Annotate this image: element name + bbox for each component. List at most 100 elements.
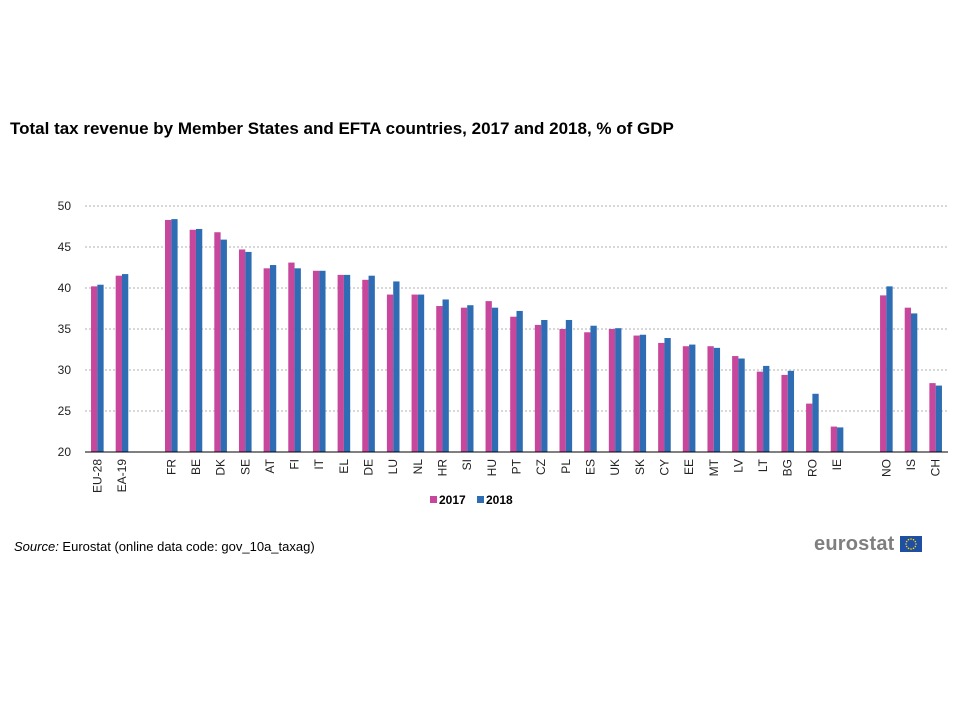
bar-2017-it	[312, 270, 320, 452]
bar-2017-be	[189, 229, 196, 452]
legend: 2017 2018	[430, 493, 513, 507]
x-tick-label: IT	[312, 458, 326, 469]
bar-2017-ch	[929, 383, 936, 452]
bar-2017-at	[263, 268, 270, 452]
flag-star	[907, 538, 909, 541]
x-tick-label: HR	[436, 459, 450, 477]
flag-star	[909, 548, 912, 550]
bars	[91, 219, 942, 452]
x-tick-label: SE	[238, 459, 252, 475]
bar-2018-lt	[763, 365, 770, 452]
x-tick-label: EU-28	[90, 459, 104, 493]
flag-star	[914, 540, 916, 543]
x-tick-label: SK	[633, 459, 647, 475]
x-tick-label: BG	[781, 459, 795, 476]
eurostat-logo: eurostat	[814, 533, 922, 555]
x-tick-label: AT	[263, 458, 277, 473]
bar-2018-pl	[565, 319, 573, 452]
bar-2018-at	[269, 265, 277, 452]
x-tick-label: LT	[756, 458, 770, 472]
bar-2018-uk	[615, 328, 622, 452]
bar-2018-it	[319, 270, 326, 452]
bar-2018-hr	[442, 299, 449, 452]
y-tick-label: 45	[58, 240, 72, 254]
flag-star	[905, 545, 907, 548]
legend-swatch-2018	[477, 496, 484, 503]
bar-2018-is	[911, 313, 918, 452]
y-tick-label: 40	[58, 281, 72, 295]
source-note: Source: Eurostat (online data code: gov_…	[14, 539, 315, 554]
bar-2017-ea-19	[115, 275, 122, 452]
legend-swatch-2017	[430, 496, 437, 503]
bar-2018-si	[467, 305, 474, 452]
bar-2017-sk	[633, 335, 640, 452]
x-tick-label: BE	[189, 459, 203, 475]
x-tick-label: FR	[164, 459, 178, 475]
bar-2018-be	[195, 228, 203, 452]
bar-2017-ie	[830, 426, 838, 452]
source-text: Eurostat (online data code: gov_10a_taxa…	[58, 539, 315, 554]
bar-2018-ro	[812, 393, 819, 452]
bar-2017-mt	[707, 346, 714, 452]
bar-2018-lu	[393, 281, 400, 452]
y-tick-label: 25	[58, 404, 72, 418]
x-tick-label: EL	[337, 459, 351, 474]
bar-2018-fr	[171, 219, 178, 452]
y-tick-label: 35	[58, 322, 72, 336]
bar-2017-fi	[288, 262, 295, 452]
x-tick-label: IE	[830, 459, 844, 470]
bar-2017-se	[238, 249, 246, 452]
bar-2017-no	[880, 295, 887, 452]
x-tick-label: DE	[362, 459, 376, 476]
bar-2018-nl	[417, 294, 425, 452]
x-tick-label: CY	[657, 459, 671, 476]
x-tick-label: LU	[386, 459, 400, 474]
bar-2017-bg	[781, 374, 788, 452]
bar-2017-cz	[534, 324, 542, 452]
bar-2018-eu-28	[97, 284, 104, 452]
bar-2017-el	[337, 274, 344, 452]
bar-2017-cy	[658, 342, 665, 452]
flag-star	[905, 540, 907, 543]
x-tick-label: HU	[485, 459, 499, 476]
bar-2018-de	[368, 275, 375, 452]
bar-2017-dk	[214, 232, 221, 452]
legend-label-2018: 2018	[486, 493, 513, 507]
bar-2018-dk	[220, 239, 227, 452]
bar-2017-lv	[732, 356, 739, 452]
bar-2017-hu	[485, 301, 492, 452]
bar-2018-cy	[664, 338, 671, 452]
x-tick-label: IS	[904, 459, 918, 470]
bar-2018-se	[245, 251, 252, 452]
bar-2018-cz	[541, 319, 548, 452]
bar-2017-lu	[386, 294, 394, 452]
y-tick-label: 20	[58, 445, 72, 459]
x-tick-label: ES	[583, 459, 597, 475]
x-tick-label: DK	[214, 459, 228, 476]
bar-2017-is	[904, 307, 912, 452]
legend-label-2017: 2017	[439, 493, 466, 507]
bar-2017-ro	[806, 403, 813, 452]
bar-2017-fr	[165, 219, 172, 452]
bar-2017-pl	[559, 329, 566, 452]
logo-text: eurostat	[814, 532, 895, 555]
bar-2018-no	[886, 286, 893, 452]
x-tick-label: LV	[731, 459, 745, 473]
bar-2017-de	[362, 279, 369, 452]
flag-star	[909, 538, 912, 540]
source-label: Source:	[14, 539, 59, 554]
bar-2018-mt	[713, 347, 721, 452]
bar-2017-hr	[436, 306, 443, 452]
bar-2017-nl	[411, 294, 418, 452]
bar-2017-si	[460, 307, 468, 452]
bar-2018-ch	[935, 385, 942, 452]
x-tick-label: NO	[879, 459, 893, 477]
x-tick-label: EA-19	[115, 459, 129, 493]
y-tick-label: 30	[58, 363, 72, 377]
x-tick-label: FI	[288, 459, 302, 470]
x-tick-label: PT	[510, 458, 524, 474]
bar-2018-el	[343, 274, 351, 452]
x-tick-label: UK	[608, 459, 622, 476]
x-tick-label: MT	[707, 458, 721, 476]
